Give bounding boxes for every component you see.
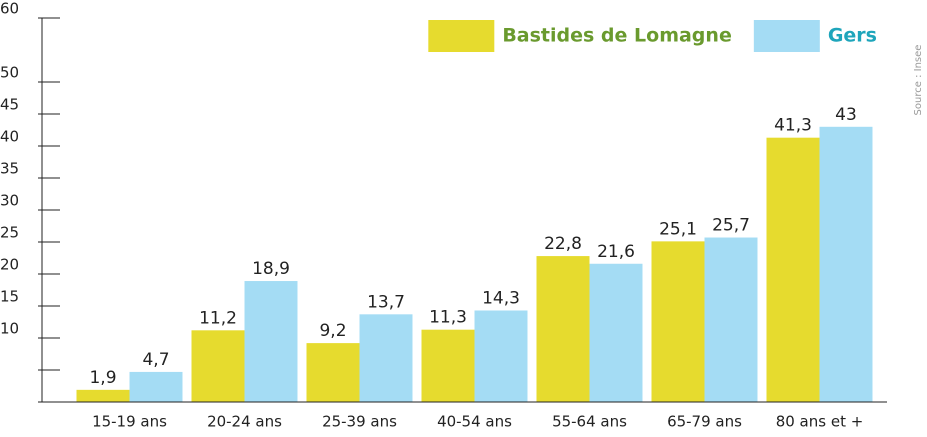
value-label: 25,1 — [659, 219, 697, 239]
x-tick-label: 15-19 ans — [92, 413, 167, 431]
value-label: 13,7 — [367, 292, 405, 312]
bar — [536, 256, 590, 402]
bar — [589, 263, 643, 402]
value-label: 4,7 — [142, 350, 169, 370]
legend-swatch — [753, 20, 820, 52]
x-tick-label: 65-79 ans — [667, 413, 742, 431]
value-label: 22,8 — [544, 234, 582, 254]
value-label: 43 — [835, 105, 857, 125]
bar — [704, 237, 758, 402]
bar — [819, 126, 873, 403]
value-label: 9,2 — [319, 321, 346, 341]
value-label: 14,3 — [482, 288, 520, 308]
y-tick-label: 50 — [0, 64, 19, 82]
y-tick-label: 15 — [0, 288, 19, 306]
bar — [359, 314, 413, 402]
value-label: 18,9 — [252, 259, 290, 279]
bar — [421, 329, 475, 402]
bar — [129, 371, 183, 402]
legend-swatch — [428, 20, 495, 52]
bar — [651, 241, 705, 402]
bar — [766, 137, 820, 402]
x-tick-label: 40-54 ans — [437, 413, 512, 431]
legend-label: Bastides de Lomagne — [502, 25, 732, 47]
y-tick-label: 10 — [0, 320, 19, 338]
y-tick-label: 60 — [0, 0, 19, 18]
x-tick-label: 20-24 ans — [207, 413, 282, 431]
y-tick-label: 30 — [0, 192, 19, 210]
y-tick-label: 35 — [0, 160, 19, 178]
x-tick-label: 80 ans et + — [776, 413, 864, 431]
value-label: 25,7 — [712, 216, 750, 236]
bar — [474, 310, 528, 402]
legend-label: Gers — [828, 25, 877, 47]
value-label: 41,3 — [774, 116, 812, 136]
y-tick-label: 25 — [0, 224, 19, 242]
y-tick-label: 20 — [0, 256, 19, 274]
y-tick-label: 45 — [0, 96, 19, 114]
x-tick-label: 55-64 ans — [552, 413, 627, 431]
bar — [191, 330, 245, 402]
source-note: Source : Insee — [913, 45, 924, 116]
y-tick-label: 40 — [0, 128, 19, 146]
value-label: 11,2 — [199, 308, 237, 328]
value-label: 11,3 — [429, 308, 467, 328]
bar — [76, 389, 130, 402]
bar — [306, 343, 360, 402]
value-label: 1,9 — [89, 368, 116, 388]
value-label: 21,6 — [597, 242, 635, 262]
bar — [244, 281, 298, 402]
x-tick-label: 25-39 ans — [322, 413, 397, 431]
